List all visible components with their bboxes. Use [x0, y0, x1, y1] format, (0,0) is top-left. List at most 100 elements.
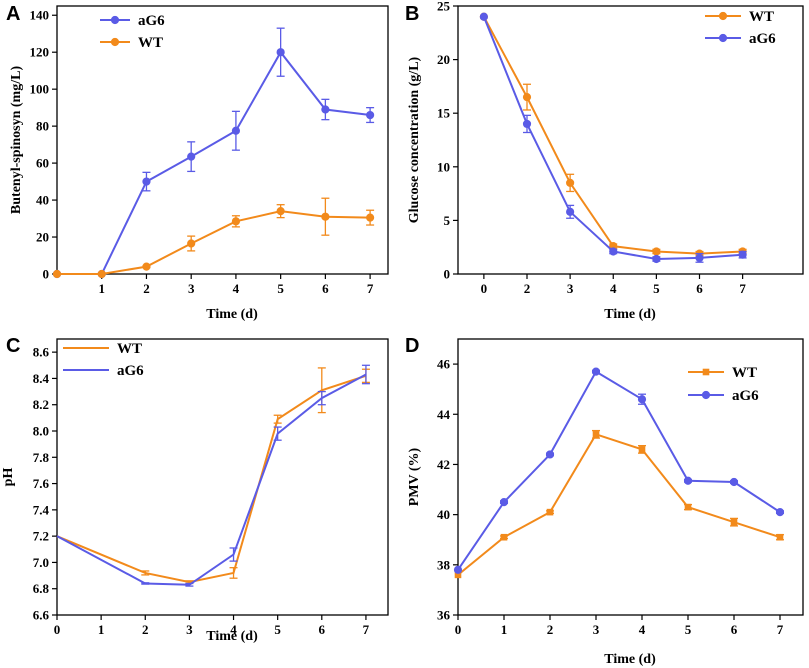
data-point: [566, 207, 575, 216]
data-point: [776, 533, 784, 541]
x-tick-label: 4: [639, 622, 646, 637]
series-wt: [479, 12, 747, 258]
y-axis-title: Butenyl-spinosyn (mg/L): [9, 66, 24, 215]
x-tick-label: 7: [367, 281, 374, 296]
data-point: [566, 178, 575, 187]
x-tick-label: 0: [455, 622, 462, 637]
series-wt: [52, 197, 375, 279]
data-point: [522, 119, 532, 129]
y-tick-label: 6.8: [33, 581, 50, 596]
legend: aG6 WT: [100, 13, 165, 51]
panel-label: A: [6, 3, 20, 25]
data-point: [366, 213, 375, 222]
y-tick-label: 120: [30, 45, 50, 60]
legend-label: WT: [749, 9, 774, 25]
data-point: [730, 518, 738, 526]
y-tick-label: 38: [437, 557, 451, 572]
data-point: [187, 152, 196, 161]
x-tick-label: 3: [186, 622, 193, 637]
x-tick-label: 2: [524, 281, 531, 296]
x-tick-label: 4: [233, 281, 240, 296]
x-tick-label: 7: [363, 622, 370, 637]
legend: WT aG6: [705, 9, 776, 47]
x-tick-label: 0: [54, 622, 61, 637]
data-point: [522, 93, 532, 102]
series-line: [56, 374, 367, 584]
y-tick-label: 0: [43, 267, 50, 282]
data-point: [187, 239, 196, 248]
y-tick-label: 7.8: [33, 450, 50, 465]
x-tick-label: 2: [142, 622, 149, 637]
x-tick-label: 7: [739, 281, 746, 296]
data-point: [729, 477, 739, 487]
y-tick-label: 25: [437, 0, 451, 14]
x-tick-label: 6: [322, 281, 329, 296]
x-tick-label: 6: [696, 281, 703, 296]
series-line: [457, 433, 781, 576]
x-tick-label: 5: [274, 622, 281, 637]
series-ag6: [479, 12, 747, 264]
plot-frame: [56, 5, 389, 275]
panel-label: D: [405, 335, 419, 357]
data-point: [321, 212, 330, 221]
y-tick-label: 42: [437, 457, 450, 472]
legend-swatch-marker: [718, 11, 728, 21]
y-tick-label: 8.0: [33, 424, 49, 439]
x-tick-label: 6: [319, 622, 326, 637]
y-tick-label: 20: [437, 52, 450, 67]
x-tick-label: 5: [277, 281, 284, 296]
series-line: [57, 50, 371, 275]
x-tick-label: 3: [593, 622, 600, 637]
data-point: [276, 48, 285, 57]
legend-swatch-marker: [110, 37, 120, 47]
series-ag6: [56, 364, 370, 587]
data-point: [683, 476, 693, 485]
data-point: [775, 508, 785, 517]
panel-c: C 0 1 2 3 4 5 6 7 6.6 6.8 7.0 7.2 7.4 7.6 7.8 8.0 8.2 8.4 8…: [1, 335, 389, 644]
y-tick-label: 8.4: [33, 371, 50, 386]
data-point: [276, 207, 285, 216]
legend-swatch-marker: [702, 368, 710, 376]
x-tick-label: 3: [188, 281, 195, 296]
data-point: [591, 367, 601, 376]
y-tick-label: 7.2: [33, 529, 49, 544]
y-tick-label: 8.6: [33, 345, 50, 360]
data-point: [545, 450, 555, 459]
data-point: [695, 253, 704, 263]
data-point: [638, 446, 646, 453]
data-point: [231, 126, 241, 135]
panel-b: B 0 2 3 4 5 6 7 0 5 10 15 20 25 Time (d) Glucose concen…: [405, 0, 804, 322]
data-point: [684, 503, 692, 511]
legend-swatch-marker: [110, 15, 120, 25]
legend-swatch-marker: [701, 390, 711, 400]
y-tick-label: 20: [36, 230, 49, 245]
y-tick-label: 7.4: [33, 502, 50, 517]
data-point: [52, 269, 62, 279]
panel-label: B: [405, 3, 419, 25]
x-tick-label: 1: [98, 281, 105, 296]
series-line: [482, 16, 743, 255]
data-point: [142, 177, 151, 186]
x-tick-label: 3: [567, 281, 574, 296]
data-point: [546, 508, 554, 516]
x-tick-label: 4: [610, 281, 617, 296]
x-tick-label: 2: [547, 622, 554, 637]
plot-frame: [457, 338, 804, 616]
data-point: [231, 217, 241, 226]
legend-label: aG6: [138, 13, 165, 29]
data-point: [479, 12, 488, 21]
legend: WT aG6: [63, 341, 144, 379]
x-axis-title: Time (d): [206, 629, 258, 644]
y-axis-title: PMV (%): [407, 447, 422, 506]
x-tick-label: 5: [653, 281, 660, 296]
series-wt: [56, 367, 370, 585]
plot-frame: [457, 5, 804, 275]
x-tick-label: 4: [230, 622, 237, 637]
plot-frame: [56, 338, 389, 616]
x-tick-label: 5: [685, 622, 692, 637]
y-tick-label: 10: [437, 159, 450, 174]
y-tick-label: 44: [437, 407, 451, 422]
series-line: [457, 370, 781, 571]
y-tick-label: 100: [30, 82, 50, 97]
data-point: [637, 395, 647, 404]
